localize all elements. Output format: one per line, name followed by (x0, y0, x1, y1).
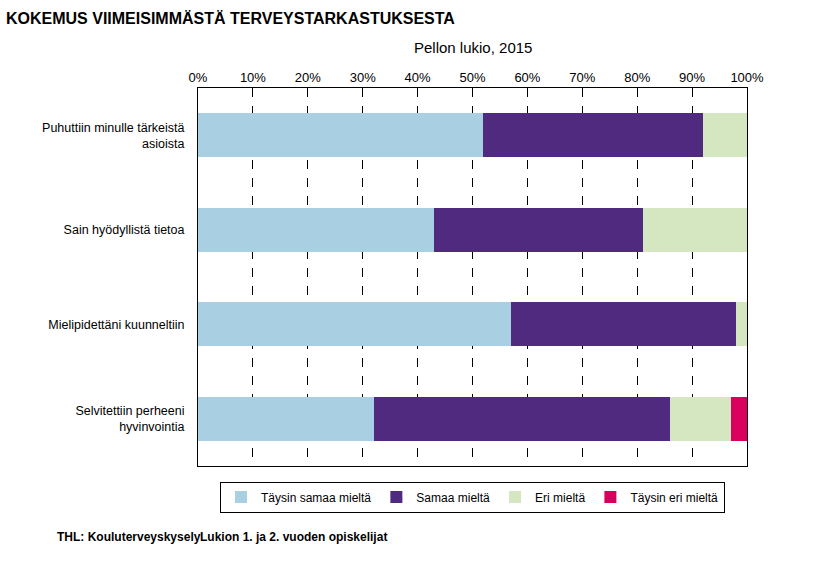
svg-text:Täysin samaa mieltä: Täysin samaa mieltä (261, 491, 371, 505)
svg-text:40%: 40% (405, 70, 431, 85)
svg-text:0%: 0% (189, 70, 208, 85)
svg-text:30%: 30% (350, 70, 376, 85)
svg-text:Eri mieltä: Eri mieltä (535, 491, 585, 505)
svg-text:Mielipidettäni kuunneltiin: Mielipidettäni kuunneltiin (48, 318, 184, 332)
svg-text:Täysin eri mieltä: Täysin eri mieltä (630, 491, 718, 505)
svg-text:Pellon lukio, 2015: Pellon lukio, 2015 (414, 39, 532, 56)
svg-text:80%: 80% (624, 70, 650, 85)
svg-text:90%: 90% (679, 70, 705, 85)
svg-text:Puhuttiin minulle tärkeistäasi: Puhuttiin minulle tärkeistäasioista (42, 121, 184, 151)
svg-text:60%: 60% (514, 70, 540, 85)
svg-text:Selvitettiin perheenihyvinvoin: Selvitettiin perheenihyvinvointia (75, 404, 184, 434)
svg-text:20%: 20% (295, 70, 321, 85)
svg-text:10%: 10% (240, 70, 266, 85)
svg-text:KOKEMUS VIIMEISIMMÄSTÄ TERVEYS: KOKEMUS VIIMEISIMMÄSTÄ TERVEYSTARKASTUKS… (6, 10, 455, 27)
svg-text:THL: Kouluterveyskysely: THL: Kouluterveyskysely (57, 530, 201, 544)
svg-text:Sain hyödyllistä tietoa: Sain hyödyllistä tietoa (64, 223, 185, 237)
svg-text:70%: 70% (569, 70, 595, 85)
svg-text:50%: 50% (459, 70, 485, 85)
svg-text:100%: 100% (730, 70, 764, 85)
svg-text:Samaa mieltä: Samaa mieltä (416, 491, 490, 505)
svg-text:Lukion 1. ja 2. vuoden opiskel: Lukion 1. ja 2. vuoden opiskelijat (200, 530, 387, 544)
